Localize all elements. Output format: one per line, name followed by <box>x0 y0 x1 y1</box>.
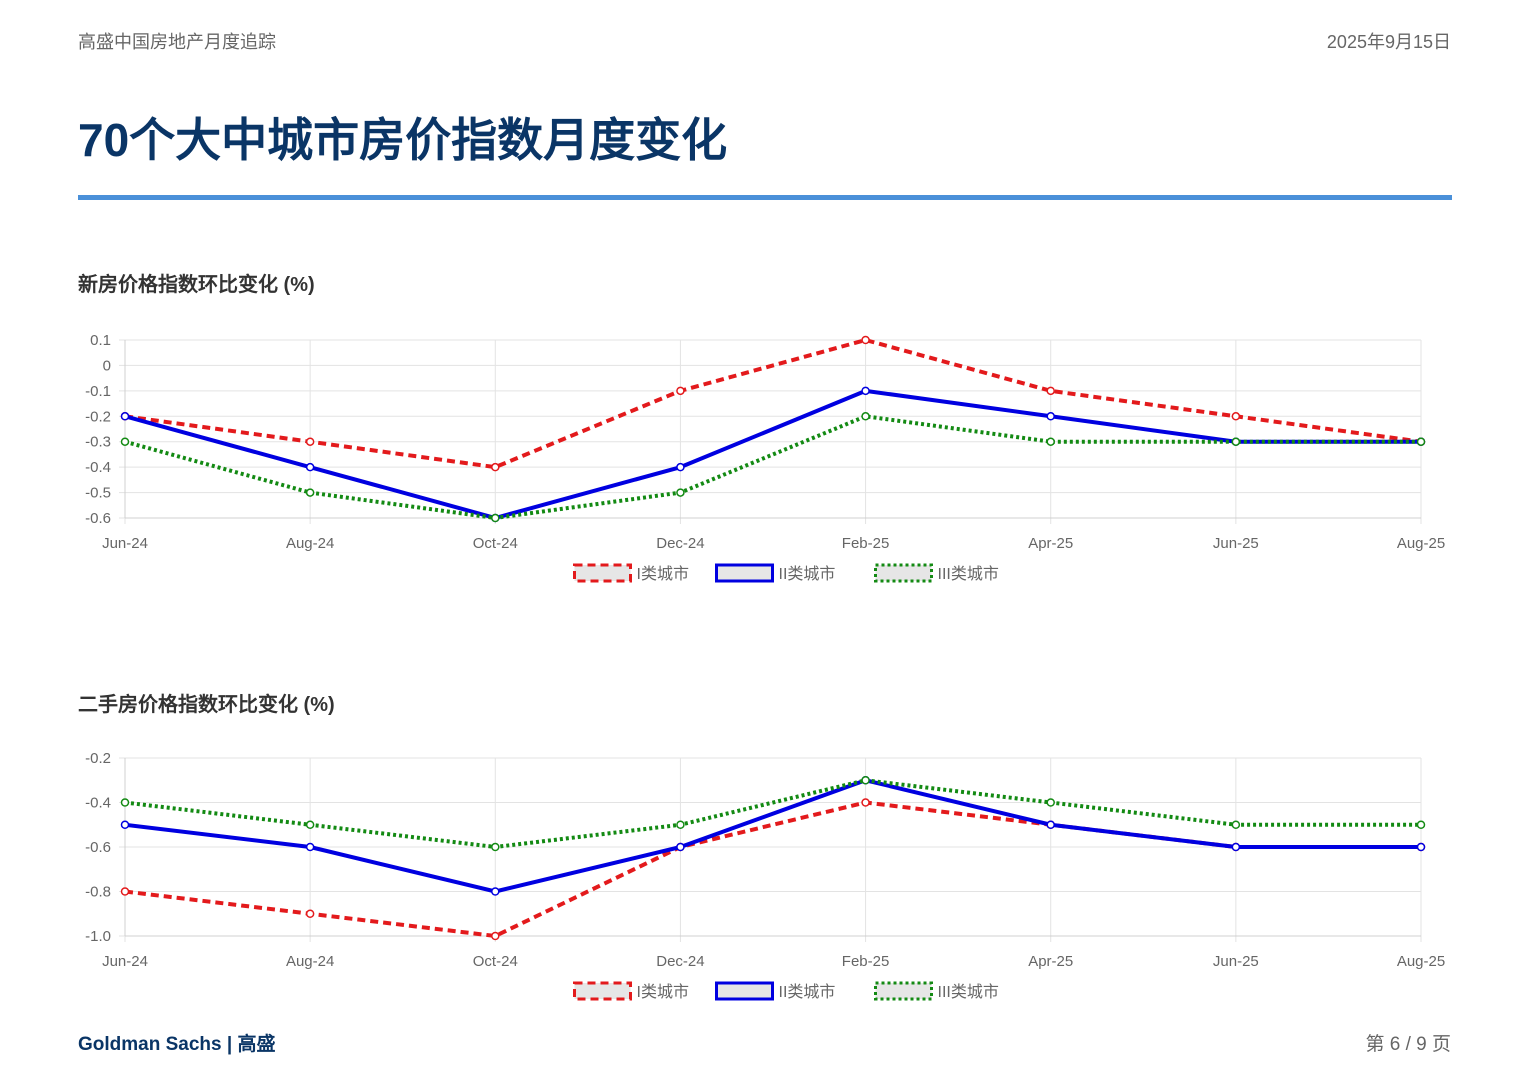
x-tick-label: Jun-24 <box>102 953 148 970</box>
data-point-tier1 <box>1046 386 1055 396</box>
data-point-tier3 <box>1231 437 1241 446</box>
series-line-tier3 <box>124 778 1421 849</box>
report-series-title: 高盛中国房地产月度追踪 <box>78 32 276 52</box>
chart-1-title: 新房价格指数环比变化 (%) <box>78 274 315 296</box>
y-tick-label: -0.6 <box>85 839 111 856</box>
x-tick-label: Jun-25 <box>1213 953 1259 970</box>
x-tick-label: Oct-24 <box>473 535 518 552</box>
series-line-tier1 <box>124 338 1422 470</box>
y-tick-label: -0.1 <box>85 383 111 400</box>
data-point-tier1 <box>491 462 500 472</box>
x-tick-label: Dec-24 <box>656 535 704 552</box>
y-tick-label: -0.6 <box>85 510 111 527</box>
data-point-tier2 <box>305 842 315 852</box>
new-home-price-chart: 0.1 0 -0.1 -0.2 -0.3 -0.4 -0.5 -0.6 Jun-24 Aug-24… <box>85 332 1445 583</box>
series-line-tier1 <box>124 800 1421 938</box>
y-tick-label: -0.8 <box>85 884 111 901</box>
data-point-tier2 <box>120 820 130 829</box>
data-point-tier1 <box>861 798 870 807</box>
legend-swatch-tier3 <box>874 563 933 583</box>
legend-swatch-tier2 <box>715 563 774 583</box>
data-point-tier3 <box>120 437 130 446</box>
x-tick-label: Feb-25 <box>842 535 890 552</box>
data-point-tier3 <box>1416 820 1426 829</box>
data-point-tier2 <box>491 887 500 896</box>
footer-brand: Goldman Sachs | 高盛 <box>78 1034 276 1055</box>
x-tick-label: Jun-25 <box>1213 535 1259 552</box>
legend-swatch-tier3 <box>874 981 933 1001</box>
data-point-tier3 <box>1046 437 1055 446</box>
data-point-tier1 <box>1231 412 1241 421</box>
data-point-tier3 <box>305 820 315 829</box>
y-tick-label: -0.3 <box>85 434 111 451</box>
y-tick-label: -0.2 <box>85 750 111 767</box>
data-point-tier3 <box>676 820 685 829</box>
x-tick-label: Aug-25 <box>1397 535 1445 552</box>
report-date: 2025年9月15日 <box>1326 32 1451 52</box>
legend-swatch-tier1 <box>573 981 632 1001</box>
data-point-tier2 <box>1046 412 1055 421</box>
data-point-tier1 <box>491 931 500 941</box>
legend-label-tier3: III类城市 <box>938 565 999 583</box>
legend-swatch-tier1 <box>573 563 632 583</box>
data-point-tier3 <box>491 513 500 523</box>
series-line-tier2 <box>124 778 1421 894</box>
x-tick-label: Oct-24 <box>473 953 518 970</box>
footer-page-number: 第 6 / 9 页 <box>1365 1034 1451 1055</box>
data-point-tier3 <box>861 776 870 785</box>
x-tick-label: Apr-25 <box>1028 953 1073 970</box>
legend-label-tier3: III类城市 <box>938 983 999 1001</box>
legend-label-tier1: I类城市 <box>637 983 689 1001</box>
data-point-tier3 <box>120 798 130 807</box>
data-point-tier3 <box>1046 798 1055 807</box>
series-line-tier2 <box>124 388 1421 520</box>
x-tick-label: Aug-25 <box>1397 953 1445 970</box>
data-point-tier1 <box>305 909 315 918</box>
legend-label-tier2: II类城市 <box>779 565 836 583</box>
x-tick-label: Apr-25 <box>1028 535 1073 552</box>
x-tick-label: Aug-24 <box>286 953 334 970</box>
data-point-tier3 <box>861 412 870 421</box>
x-tick-label: Feb-25 <box>842 953 890 970</box>
y-tick-label: -0.4 <box>85 459 111 476</box>
legend-label-tier1: I类城市 <box>637 565 689 583</box>
data-point-tier2 <box>861 386 870 396</box>
resale-home-price-chart: -0.2 -0.4 -0.6 -0.8 -1.0 Jun-24 Aug-24 Oct-24 De… <box>85 750 1445 1001</box>
data-point-tier3 <box>676 488 685 497</box>
data-point-tier3 <box>1416 437 1426 446</box>
y-tick-label: -1.0 <box>85 928 111 945</box>
y-tick-label: -0.2 <box>85 408 111 425</box>
data-point-tier3 <box>491 842 500 852</box>
data-point-tier2 <box>305 462 315 472</box>
data-point-tier2 <box>1416 842 1426 852</box>
series-line-tier3 <box>124 414 1421 520</box>
data-point-tier2 <box>676 462 685 472</box>
chart-2-title: 二手房价格指数环比变化 (%) <box>78 694 335 716</box>
legend-swatch-tier2 <box>715 981 774 1001</box>
data-point-tier2 <box>1046 820 1055 829</box>
data-point-tier1 <box>305 437 315 446</box>
y-tick-label: -0.4 <box>85 795 111 812</box>
data-point-tier3 <box>1231 820 1241 829</box>
data-point-tier1 <box>676 386 685 396</box>
page-title: 70个大中城市房价指数月度变化 <box>78 114 728 166</box>
data-point-tier2 <box>120 412 130 421</box>
x-tick-label: Dec-24 <box>656 953 704 970</box>
data-point-tier1 <box>120 887 130 896</box>
legend-label-tier2: II类城市 <box>779 983 836 1001</box>
y-tick-label: -0.5 <box>85 485 111 502</box>
data-point-tier3 <box>305 488 315 497</box>
data-point-tier2 <box>676 842 685 852</box>
y-tick-label: 0.1 <box>90 332 111 349</box>
data-point-tier2 <box>1231 842 1241 852</box>
title-divider <box>78 195 1452 200</box>
data-point-tier1 <box>861 335 870 345</box>
x-tick-label: Jun-24 <box>102 535 148 552</box>
y-tick-label: 0 <box>103 357 111 374</box>
x-tick-label: Aug-24 <box>286 535 334 552</box>
